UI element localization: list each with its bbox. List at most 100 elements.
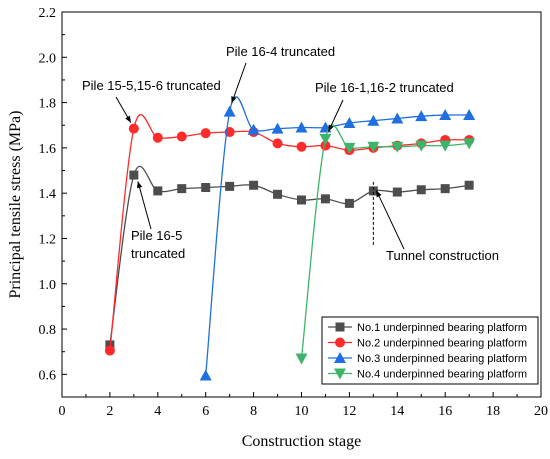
data-point (297, 195, 306, 205)
data-point (247, 123, 260, 135)
x-tick-label: 18 (486, 404, 500, 419)
data-point (344, 198, 354, 208)
data-point (367, 141, 380, 153)
data-point (415, 140, 428, 152)
data-point (296, 141, 307, 152)
data-point (320, 194, 330, 204)
y-tick-label: 2.0 (39, 51, 57, 66)
data-point (320, 140, 331, 151)
data-point (416, 185, 426, 195)
annotation-text: Tunnel construction (386, 248, 499, 263)
legend-label: No.1 underpinned bearing platform (357, 322, 527, 334)
x-tick-label: 8 (250, 404, 257, 419)
data-point (343, 142, 356, 154)
data-point (392, 187, 402, 197)
legend-item-1: No.1 underpinned bearing platform (328, 322, 527, 334)
annotation-text: Pile 16-4 truncated (226, 44, 335, 59)
legend-marker (335, 337, 345, 348)
data-point (249, 180, 259, 190)
legend-label: No.4 underpinned bearing platform (357, 369, 527, 381)
annotation-arrowhead (328, 124, 334, 132)
legend-item-2: No.2 underpinned bearing platform (328, 337, 527, 350)
series-3 (199, 96, 476, 381)
data-point (201, 183, 211, 193)
annotation-text: Pile 16-1,16-2 truncated (315, 80, 454, 95)
legend-item-3: No.3 underpinned bearing platform (328, 352, 527, 365)
data-point (391, 141, 404, 153)
data-point (440, 184, 450, 194)
y-tick-label: 1.0 (39, 278, 57, 293)
x-tick-label: 0 (59, 404, 66, 419)
x-tick-label: 16 (438, 404, 452, 419)
annotation-arrowhead (231, 96, 237, 104)
annotation-pile-15-5: Pile 15-5,15-6 truncated (82, 78, 221, 123)
data-point (464, 180, 474, 190)
data-point (129, 170, 139, 180)
annotation-tunnel: Tunnel construction (372, 181, 499, 263)
legend-item-4: No.4 underpinned bearing platform (328, 368, 527, 381)
annotation-pile-16-1: Pile 16-1,16-2 truncated (315, 80, 454, 132)
y-tick-label: 0.8 (39, 323, 57, 338)
series-4 (295, 124, 476, 365)
legend-marker (334, 368, 346, 380)
data-point (391, 112, 404, 124)
data-point (368, 186, 378, 196)
data-point (271, 122, 284, 134)
annotation-layer: Pile 15-5,15-6 truncated Pile 16-4 trunca… (82, 44, 499, 263)
data-point (415, 110, 428, 122)
annotation-arrowhead (125, 115, 131, 123)
data-point (463, 138, 476, 150)
data-point (367, 114, 380, 126)
annotation-arrowhead (376, 190, 382, 198)
data-point (223, 105, 236, 117)
data-point (439, 140, 452, 152)
annotation-pile-16-5: Pile 16-5 truncated (131, 181, 185, 261)
y-tick-label: 1.2 (39, 232, 57, 247)
x-tick-label: 6 (202, 404, 209, 419)
data-point (128, 123, 139, 134)
legend-label: No.2 underpinned bearing platform (357, 338, 527, 350)
data-point (104, 345, 115, 356)
legend-marker (335, 322, 345, 332)
legend-box (321, 316, 539, 385)
x-tick-label: 14 (390, 404, 404, 419)
data-point (152, 132, 163, 143)
data-point (319, 133, 332, 145)
data-point (295, 353, 308, 365)
annotation-text: truncated (131, 246, 185, 261)
x-tick-label: 20 (534, 404, 548, 419)
data-point (200, 128, 211, 139)
y-tick-label: 2.2 (39, 6, 57, 21)
data-point (199, 369, 212, 381)
annotation-text: Pile 16-5 (131, 228, 182, 243)
x-tick-label: 2 (106, 404, 113, 419)
data-point (176, 131, 187, 142)
annotation-arrow (375, 190, 405, 250)
annotation-arrowhead (136, 181, 143, 189)
y-tick-label: 1.6 (39, 142, 57, 157)
x-axis: 0 2 4 6 8 10 12 14 16 18 20 (59, 392, 548, 419)
y-tick-label: 1.4 (39, 187, 57, 202)
legend-marker (334, 352, 346, 363)
x-tick-label: 12 (342, 404, 356, 419)
y-tick-label: 1.8 (39, 97, 57, 112)
legend: No.1 underpinned bearing platform No.2 un… (321, 316, 539, 385)
y-tick-label: 0.6 (39, 368, 57, 383)
x-tick-label: 4 (154, 404, 161, 419)
y-axis: 0.6 0.8 1.0 1.2 1.4 1.6 1.8 2.0 2.2 (39, 6, 67, 398)
x-tick-label: 10 (295, 404, 309, 419)
annotation-pile-16-4: Pile 16-4 truncated (226, 44, 335, 104)
x-axis-title: Construction stage (242, 433, 362, 450)
annotation-text: Pile 15-5,15-6 truncated (82, 78, 221, 93)
data-point (295, 121, 308, 133)
data-point (439, 109, 452, 121)
series-layer (104, 96, 476, 381)
y-axis-title: Principal tensile stress (MPa) (7, 111, 24, 299)
legend-label: No.3 underpinned bearing platform (357, 353, 527, 365)
data-point (273, 189, 283, 199)
data-point (463, 109, 476, 121)
data-point (343, 116, 356, 128)
data-point (153, 186, 163, 196)
